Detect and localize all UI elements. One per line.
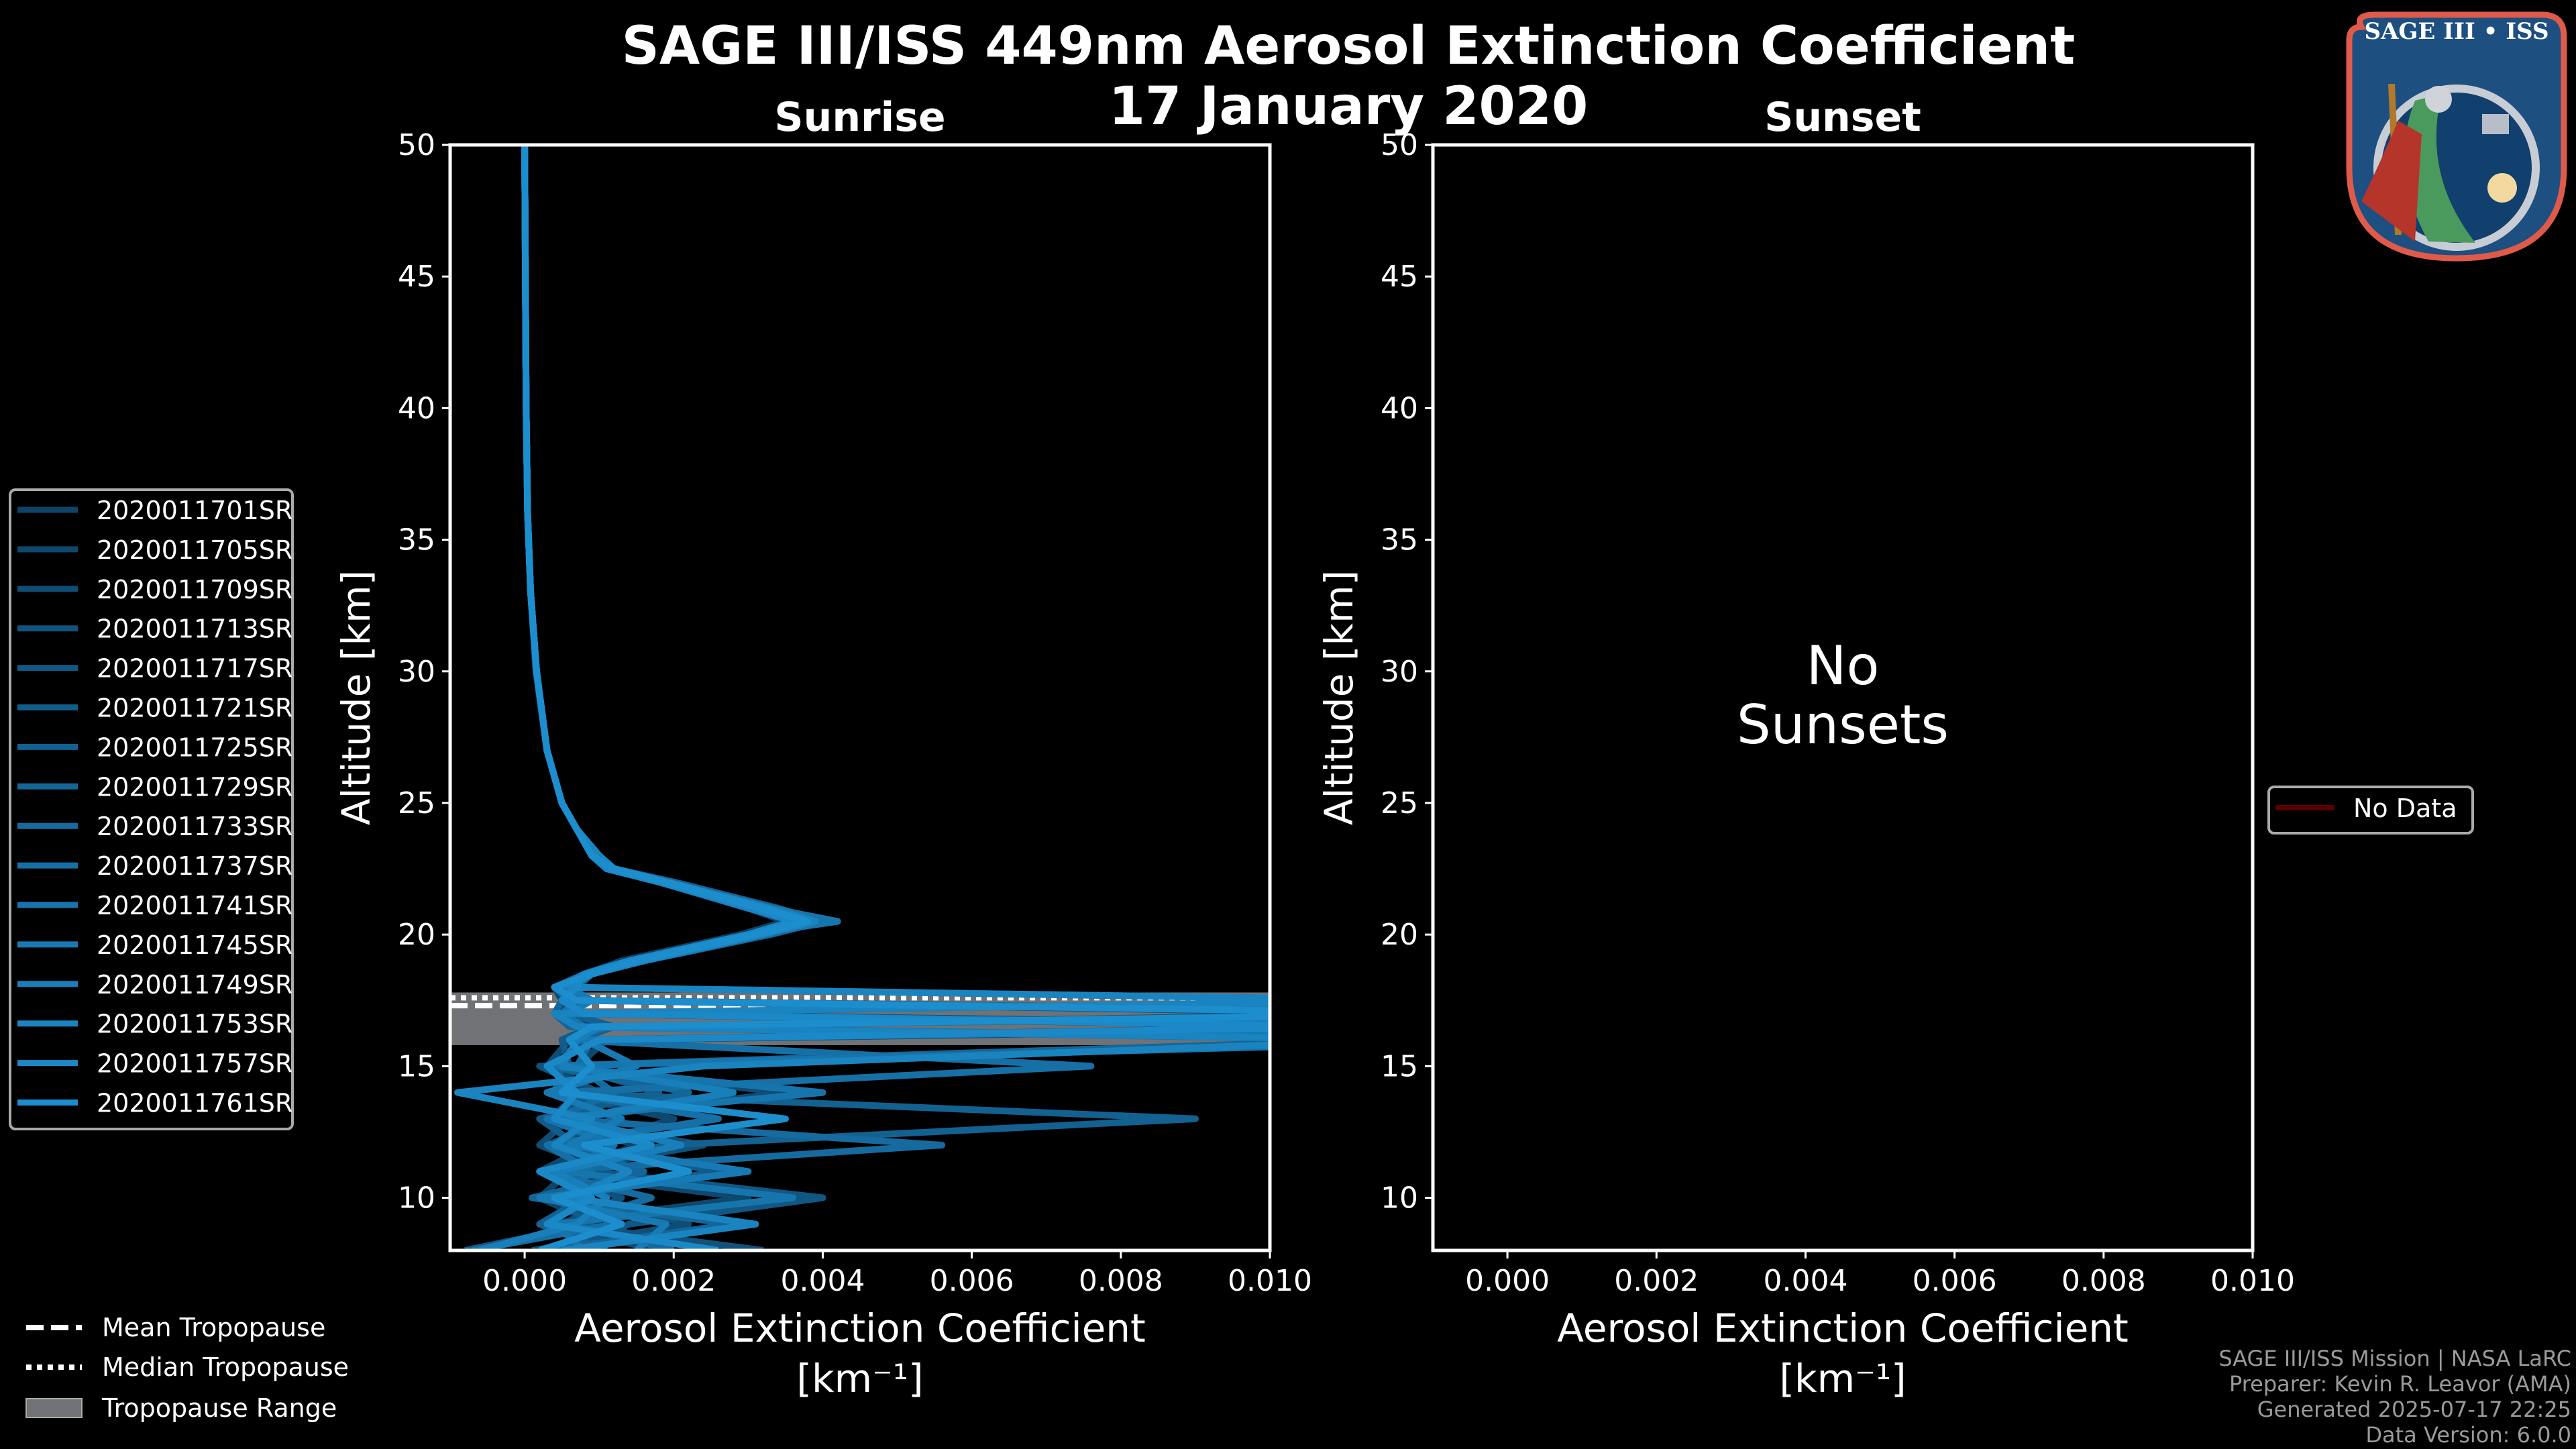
footer-credits: SAGE III/ISS Mission | NASA LaRC Prepare…	[2218, 1346, 2571, 1448]
median-tropopause-label: Median Tropopause	[102, 1352, 349, 1382]
y-tick-label: 20	[398, 918, 435, 952]
panel-title: Sunset	[1764, 94, 1921, 141]
legend-label: 2020011705SR	[97, 535, 292, 565]
y-tick-label: 50	[398, 128, 435, 162]
legend-label: 2020011729SR	[97, 772, 292, 802]
y-tick-label: 30	[398, 655, 435, 689]
y-tick-label: 10	[398, 1181, 435, 1216]
x-tick-label: 0.010	[1228, 1264, 1312, 1298]
logo-title: SAGE III • ISS	[2364, 18, 2548, 45]
y-tick-label: 45	[398, 260, 435, 294]
sunset-plot: Sunset 0.000 0.002 0.004 0.006 0.008 0.010 10 15…	[1316, 94, 2295, 1401]
y-tick-label: 10	[1381, 1181, 1418, 1216]
legend-label: 2020011717SR	[97, 654, 292, 684]
tropopause-range-swatch	[25, 1398, 83, 1418]
legend-label: 2020011733SR	[97, 812, 292, 841]
footer-line: Data Version: 6.0.0	[2365, 1422, 2571, 1448]
legend-label: 2020011721SR	[97, 694, 292, 723]
y-tick-label: 40	[398, 391, 435, 425]
y-tick-label: 15	[398, 1049, 435, 1083]
nodata-label: No Data	[2353, 794, 2457, 823]
y-tick-label: 30	[1381, 655, 1418, 689]
sunrise-plot: Sunrise 0.000 0.002 0.004 0.006 0.008 0.010 10 1…	[333, 94, 1312, 1401]
y-tick-label: 15	[1381, 1049, 1418, 1083]
y-tick-label: 35	[398, 523, 435, 557]
legend-label: 2020011737SR	[97, 851, 292, 881]
x-axis-unit: [km⁻¹]	[1779, 1356, 1906, 1401]
y-tick-label: 40	[1381, 391, 1418, 425]
legend-label: 2020011761SR	[97, 1089, 292, 1118]
tropopause-legend: Mean Tropopause Median Tropopause Tropop…	[25, 1313, 349, 1423]
tropopause-range-label: Tropopause Range	[101, 1393, 337, 1423]
y-tick-label: 20	[1381, 918, 1418, 952]
y-tick-label: 50	[1381, 128, 1418, 162]
no-sunsets-annotation: No	[1807, 635, 1880, 697]
x-tick-label: 0.008	[2061, 1264, 2146, 1298]
legend-label: 2020011701SR	[97, 496, 292, 525]
legend-label: 2020011749SR	[97, 970, 292, 1000]
sage-iii-iss-logo: SAGE III • ISS	[2346, 11, 2567, 262]
y-axis-label: Altitude [km]	[1316, 570, 1362, 825]
x-tick-label: 0.004	[780, 1264, 865, 1298]
y-tick-label: 25	[398, 786, 435, 820]
axes-frame	[448, 143, 1272, 1252]
x-tick-label: 0.008	[1079, 1264, 1163, 1298]
x-tick-label: 0.006	[1913, 1264, 1997, 1298]
figure-subtitle: 17 January 2020	[1109, 76, 1589, 137]
legend-frame	[2267, 786, 2474, 835]
x-axis-label: Aerosol Extinction Coefficient	[1557, 1305, 2129, 1351]
footer-line: Generated 2025-07-17 22:25	[2257, 1397, 2571, 1422]
y-tick-label: 45	[1381, 260, 1418, 294]
legend-label: 2020011713SR	[97, 614, 292, 644]
x-axis-unit: [km⁻¹]	[796, 1356, 923, 1401]
legend-label: 2020011753SR	[97, 1010, 292, 1039]
figure-title: SAGE III/ISS 449nm Aerosol Extinction Co…	[622, 16, 2076, 76]
x-tick-label: 0.004	[1763, 1264, 1847, 1298]
x-tick-label: 0.010	[2210, 1264, 2295, 1298]
y-tick-label: 35	[1381, 523, 1418, 557]
x-axis-label: Aerosol Extinction Coefficient	[574, 1305, 1146, 1351]
x-tick-label: 0.000	[1465, 1264, 1550, 1298]
series-legend: 2020011701SR 2020011705SR 2020011709SR 2020…	[9, 488, 294, 1130]
series-line-2020011761SR	[521, 145, 1270, 1250]
x-tick-label: 0.006	[930, 1264, 1014, 1298]
footer-line: Preparer: Kevin R. Leavor (AMA)	[2229, 1371, 2571, 1397]
plot-area	[450, 145, 1270, 1250]
y-axis-label: Altitude [km]	[333, 570, 379, 825]
series-line-2020011729SR	[521, 145, 1270, 1250]
footer-line: SAGE III/ISS Mission | NASA LaRC	[2218, 1346, 2571, 1371]
x-tick-label: 0.002	[631, 1264, 716, 1298]
legend-label: 2020011709SR	[97, 575, 292, 604]
legend-frame	[9, 488, 294, 1130]
x-tick-label: 0.000	[482, 1264, 567, 1298]
y-tick-label: 25	[1381, 786, 1418, 820]
legend-label: 2020011757SR	[97, 1049, 292, 1079]
nodata-legend: No Data	[2267, 786, 2474, 835]
legend-label: 2020011745SR	[97, 930, 292, 960]
x-tick-label: 0.002	[1614, 1264, 1699, 1298]
mean-tropopause-label: Mean Tropopause	[102, 1313, 325, 1342]
no-sunsets-annotation: Sunsets	[1737, 694, 1949, 756]
legend-label: 2020011725SR	[97, 733, 292, 762]
panel-title: Sunrise	[774, 94, 945, 141]
legend-label: 2020011741SR	[97, 891, 292, 920]
axes-frame	[1431, 143, 2255, 1252]
